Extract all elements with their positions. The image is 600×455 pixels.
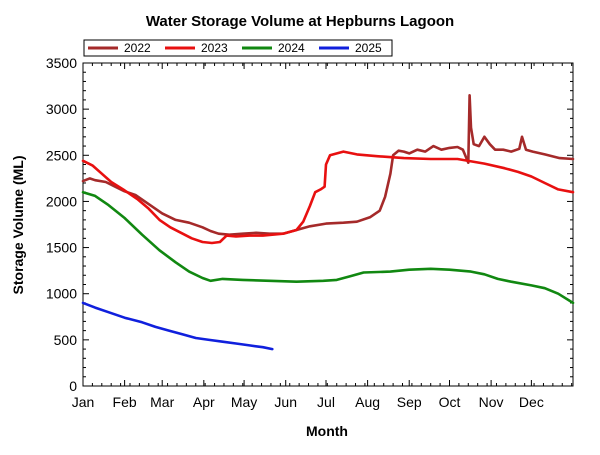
x-tick-label: Dec xyxy=(519,394,544,410)
y-tick-label: 3500 xyxy=(46,55,77,71)
series-line-2024 xyxy=(81,190,575,305)
x-tick-label: Oct xyxy=(439,394,461,410)
y-tick-label: 500 xyxy=(54,332,78,348)
series-line-2022 xyxy=(81,94,575,236)
chart-title: Water Storage Volume at Hepburns Lagoon xyxy=(146,13,454,30)
x-tick-label: Jun xyxy=(274,394,297,410)
series-line-2025 xyxy=(81,301,274,351)
y-tick-label: 1500 xyxy=(46,240,77,256)
legend-label-2023: 2023 xyxy=(201,41,228,55)
y-tick-label: 3000 xyxy=(46,101,77,117)
legend-label-2022: 2022 xyxy=(124,41,151,55)
y-tick-label: 0 xyxy=(69,378,77,394)
y-tick-label: 2000 xyxy=(46,193,77,209)
x-tick-label: Aug xyxy=(355,394,380,410)
legend-box xyxy=(83,39,393,57)
legend: 2022 2023 2024 2025 xyxy=(83,39,393,57)
y-tick-label: 1000 xyxy=(46,286,77,302)
x-tick-label: Nov xyxy=(479,394,504,410)
legend-label-2025: 2025 xyxy=(355,41,382,55)
x-tick-label: May xyxy=(231,394,257,410)
plot-area-frame xyxy=(82,62,574,387)
x-tick-label: Jan xyxy=(72,394,95,410)
axis-ticks: 0 500 1000 1500 2000 2500 3000 3500 Jan Feb Mar Apr… xyxy=(46,55,573,410)
x-tick-label: Mar xyxy=(150,394,174,410)
x-tick-label: Feb xyxy=(113,394,137,410)
y-tick-label: 2500 xyxy=(46,147,77,163)
series-line-2023 xyxy=(81,150,575,245)
y-axis-label: Storage Volume (ML) xyxy=(10,156,26,295)
legend-label-2024: 2024 xyxy=(278,41,305,55)
x-tick-label: Apr xyxy=(193,394,215,410)
series-lines xyxy=(81,94,575,351)
x-tick-label: Jul xyxy=(317,394,335,410)
x-axis-label: Month xyxy=(306,423,348,439)
x-tick-label: Sep xyxy=(397,394,422,410)
